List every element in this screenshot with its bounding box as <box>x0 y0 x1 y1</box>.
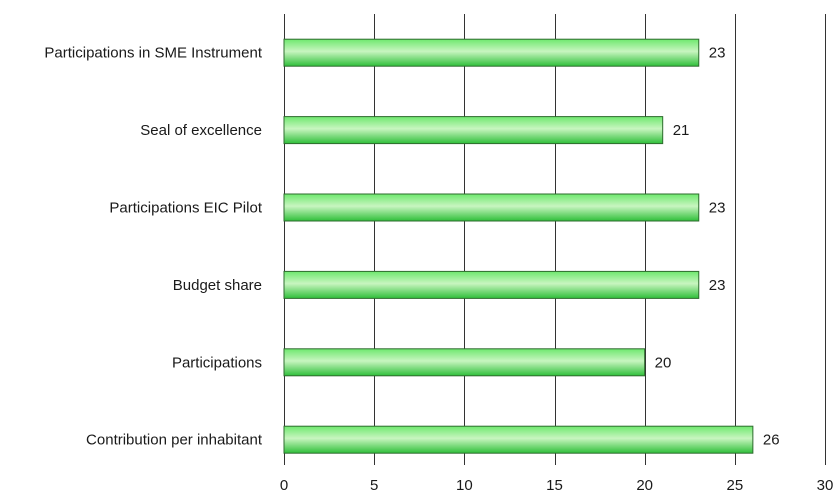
data-labels: 23 21 23 23 20 26 <box>655 45 780 449</box>
data-label-5: 26 <box>763 432 780 449</box>
x-tick-label-25: 25 <box>726 477 743 494</box>
category-label-5: Contribution per inhabitant <box>86 432 263 449</box>
bar-3 <box>283 270 700 299</box>
x-tick-label-30: 30 <box>817 477 833 494</box>
bar-0 <box>283 38 700 67</box>
bars <box>283 38 754 454</box>
data-label-3: 23 <box>709 277 726 294</box>
category-label-0: Participations in SME Instrument <box>44 45 262 62</box>
x-axis-tick-labels: 0 5 10 15 20 25 30 <box>280 477 833 494</box>
bar-4 <box>283 348 646 377</box>
bar-2 <box>283 193 700 222</box>
category-labels: Participations in SME Instrument Seal of … <box>44 45 262 449</box>
x-tick-label-15: 15 <box>546 477 563 494</box>
bar-5 <box>283 425 754 454</box>
category-label-1: Seal of excellence <box>140 122 262 139</box>
x-tick-label-5: 5 <box>370 477 378 494</box>
category-label-4: Participations <box>172 354 262 371</box>
data-label-0: 23 <box>709 45 726 62</box>
data-label-4: 20 <box>655 354 672 371</box>
x-tick-label-20: 20 <box>636 477 653 494</box>
gridlines <box>284 14 826 465</box>
x-tick-label-0: 0 <box>280 477 288 494</box>
category-label-2: Participations EIC Pilot <box>109 200 262 217</box>
bar-1 <box>283 116 664 145</box>
data-label-2: 23 <box>709 200 726 217</box>
data-label-1: 21 <box>673 122 690 139</box>
category-label-3: Budget share <box>173 277 262 294</box>
x-tick-label-10: 10 <box>456 477 473 494</box>
